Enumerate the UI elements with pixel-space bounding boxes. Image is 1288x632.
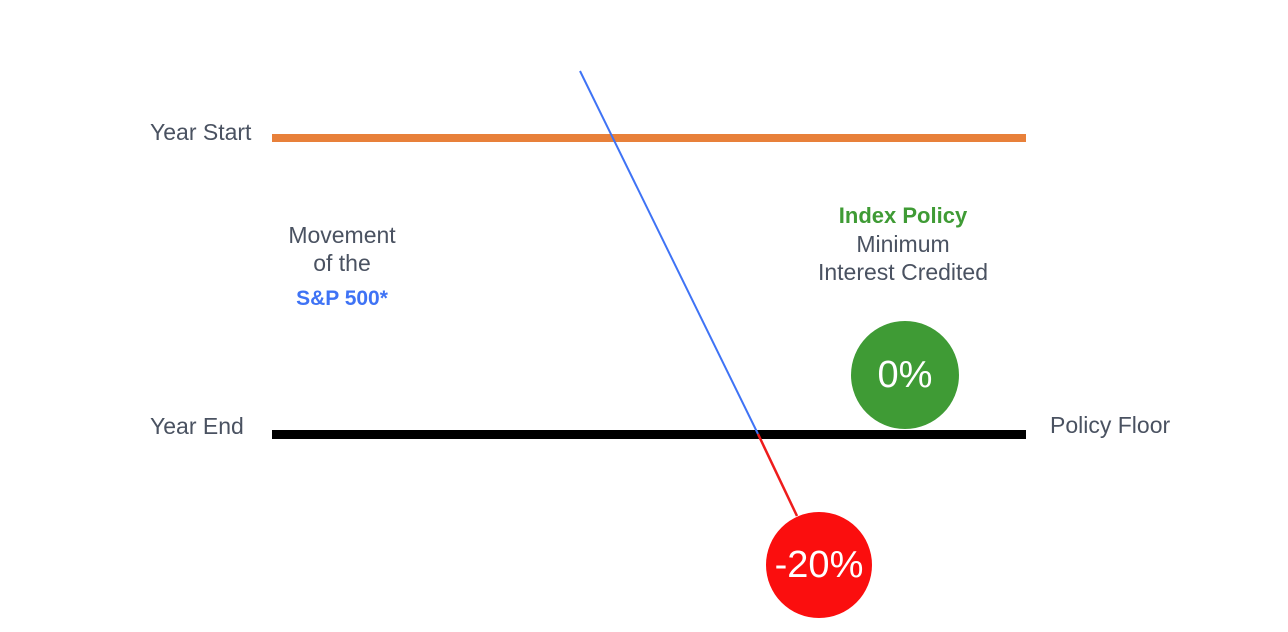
index-policy-title: Index Policy — [838, 203, 968, 228]
index-policy-line1: Minimum — [856, 231, 950, 257]
sp500-line2: of the — [313, 250, 371, 276]
market-loss-badge: -20% — [766, 512, 872, 618]
index-policy-line2: Interest Credited — [817, 259, 989, 285]
floor-value-badge: 0% — [851, 321, 959, 429]
year-start-label: Year Start — [150, 119, 252, 145]
loss-below-floor-line — [756, 433, 799, 517]
sp500-index-name: S&P 500* — [296, 287, 388, 310]
index-policy-description: Index Policy Minimum Interest Credited — [793, 202, 1013, 286]
sp500-description: Movement of the S&P 500* — [262, 221, 422, 313]
sp500-line1: Movement — [288, 222, 396, 248]
year-end-line — [272, 430, 1026, 439]
sp500-movement-line — [579, 70, 759, 435]
year-end-label: Year End — [150, 413, 244, 439]
year-start-line — [272, 134, 1026, 142]
policy-floor-label: Policy Floor — [1050, 412, 1171, 438]
